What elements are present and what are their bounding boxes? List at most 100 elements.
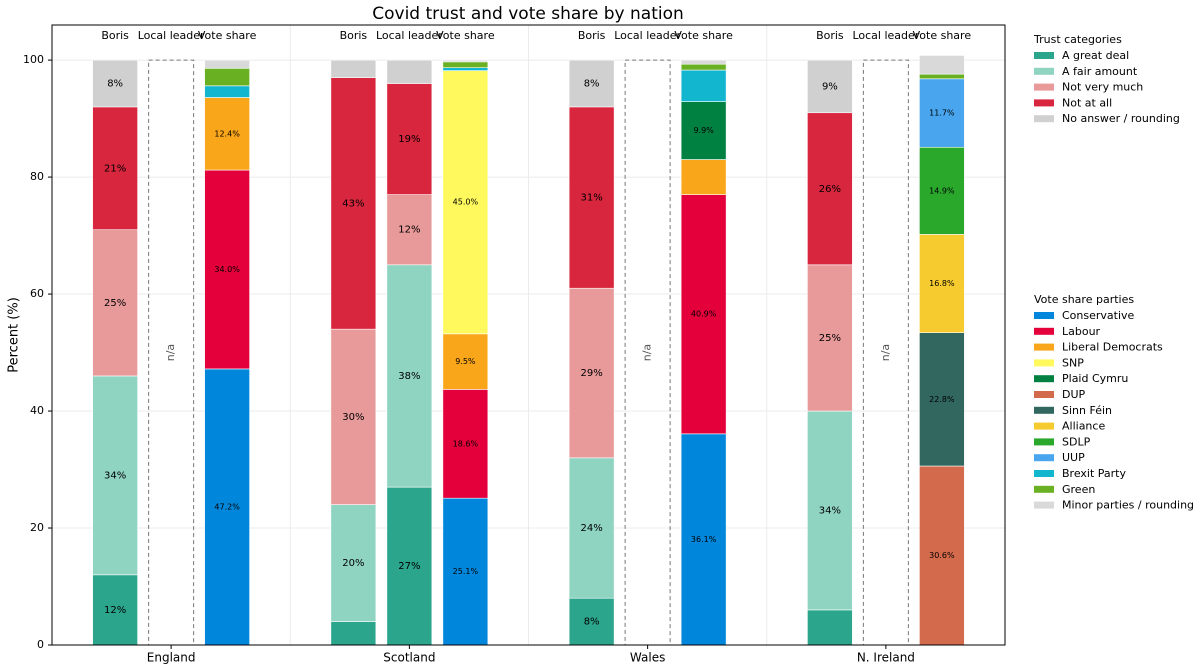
bar-segment	[680, 69, 727, 102]
y-tick-label: 80	[30, 170, 44, 183]
legend-swatch	[1034, 99, 1054, 107]
legend-swatch	[1034, 438, 1054, 446]
bar-segment	[442, 333, 489, 390]
bar-segment	[442, 61, 489, 68]
legend-swatch	[1034, 454, 1054, 462]
bar-segment	[330, 621, 377, 646]
legend-label: Sinn Féin	[1062, 404, 1112, 417]
y-tick-label: 20	[30, 521, 44, 534]
data-label: 11.7%	[929, 109, 955, 118]
legend-label: Alliance	[1062, 420, 1105, 433]
bar-segment	[204, 169, 250, 370]
legend-swatch	[1034, 327, 1054, 335]
bar-label: Boris	[340, 29, 368, 42]
y-tick-label: 40	[30, 404, 44, 417]
legend-swatch	[1034, 485, 1054, 493]
legend-label: Brexit Party	[1062, 467, 1126, 480]
legend-swatch	[1034, 67, 1054, 75]
bar-segment	[568, 106, 615, 289]
legend-label: Not at all	[1062, 96, 1112, 109]
bar-segment	[680, 63, 727, 71]
y-tick-label: 60	[30, 287, 44, 300]
data-label: 8%	[107, 78, 123, 89]
data-label: 8%	[584, 617, 600, 628]
legend-swatch	[1034, 359, 1054, 367]
bar-segment	[204, 85, 250, 98]
bar-segment	[919, 332, 965, 467]
legend-label: UUP	[1062, 451, 1085, 464]
na-label: n/a	[879, 344, 892, 361]
legend-title: Vote share parties	[1034, 293, 1134, 306]
bar-segment	[807, 410, 853, 611]
bar-segment	[807, 609, 853, 646]
bar-segment	[919, 78, 965, 148]
na-label: n/a	[641, 344, 654, 361]
bar-label: Local leader	[376, 29, 443, 42]
legend-swatch	[1034, 470, 1054, 477]
legend-swatch	[1034, 83, 1054, 91]
bar-label: Vote share	[913, 29, 972, 42]
data-label: 25.1%	[453, 567, 479, 576]
bar-segment	[568, 287, 615, 459]
bar-segment	[442, 59, 489, 63]
plot-frame	[51, 24, 1006, 646]
legend-label: A fair amount	[1062, 65, 1138, 78]
bar-label: Boris	[816, 29, 844, 42]
data-label: 19%	[398, 134, 420, 145]
data-label: 18.6%	[453, 439, 479, 448]
bar-segment	[807, 112, 853, 266]
data-label: 43%	[342, 198, 364, 209]
bar-label: Boris	[101, 29, 129, 42]
bar-segment	[568, 59, 615, 108]
bar-segment	[204, 67, 250, 87]
data-label: 12.4%	[214, 129, 240, 138]
bar-label: Local leader	[852, 29, 919, 42]
data-label: 9.5%	[455, 357, 476, 366]
bar-segment	[92, 59, 138, 108]
x-tick-label: Wales	[630, 651, 665, 665]
chart-title: Covid trust and vote share by nation	[372, 4, 684, 24]
x-tick-label: N. Ireland	[857, 651, 915, 665]
bar-segment	[204, 97, 250, 171]
bar-segment	[92, 106, 138, 231]
bar-segment	[807, 264, 853, 412]
bar-segment	[330, 59, 377, 78]
data-label: 29%	[581, 368, 603, 379]
bar-segment	[568, 457, 615, 599]
bar-segment	[807, 59, 853, 114]
data-label: 31%	[581, 193, 603, 204]
bar-segment	[386, 59, 433, 84]
bar-segment	[92, 375, 138, 576]
legend-label: SDLP	[1062, 435, 1091, 448]
bar-segment	[680, 433, 727, 646]
bar-segment	[386, 194, 433, 266]
data-label: 8%	[584, 78, 600, 89]
data-label: 14.9%	[929, 186, 955, 195]
data-label: 9%	[822, 81, 838, 92]
bar-label: Vote share	[198, 29, 257, 42]
bar-segment	[92, 229, 138, 377]
bar-segment	[204, 59, 250, 69]
data-label: 9.9%	[693, 126, 714, 135]
data-label: 34%	[104, 470, 126, 481]
legend-swatch	[1034, 406, 1054, 414]
y-tick-label: 100	[23, 53, 44, 66]
bar-segment	[204, 368, 250, 646]
data-label: 20%	[342, 558, 364, 569]
data-label: 34.0%	[214, 265, 240, 274]
data-label: 25%	[819, 333, 841, 344]
na-label: n/a	[164, 344, 177, 361]
bar-segment	[386, 83, 433, 195]
bar-segment	[442, 67, 489, 71]
bar-segment	[680, 194, 727, 435]
data-label: 36.1%	[691, 535, 717, 544]
bar-segment	[680, 59, 727, 65]
y-tick-label: 0	[37, 638, 44, 651]
data-label: 24%	[581, 523, 603, 534]
legend-label: Conservative	[1062, 309, 1135, 322]
bar-label: Local leader	[614, 29, 681, 42]
legend-label: Not very much	[1062, 81, 1143, 94]
data-label: 47.2%	[214, 502, 240, 511]
bar-segment	[568, 597, 615, 646]
data-label: 26%	[819, 184, 841, 195]
